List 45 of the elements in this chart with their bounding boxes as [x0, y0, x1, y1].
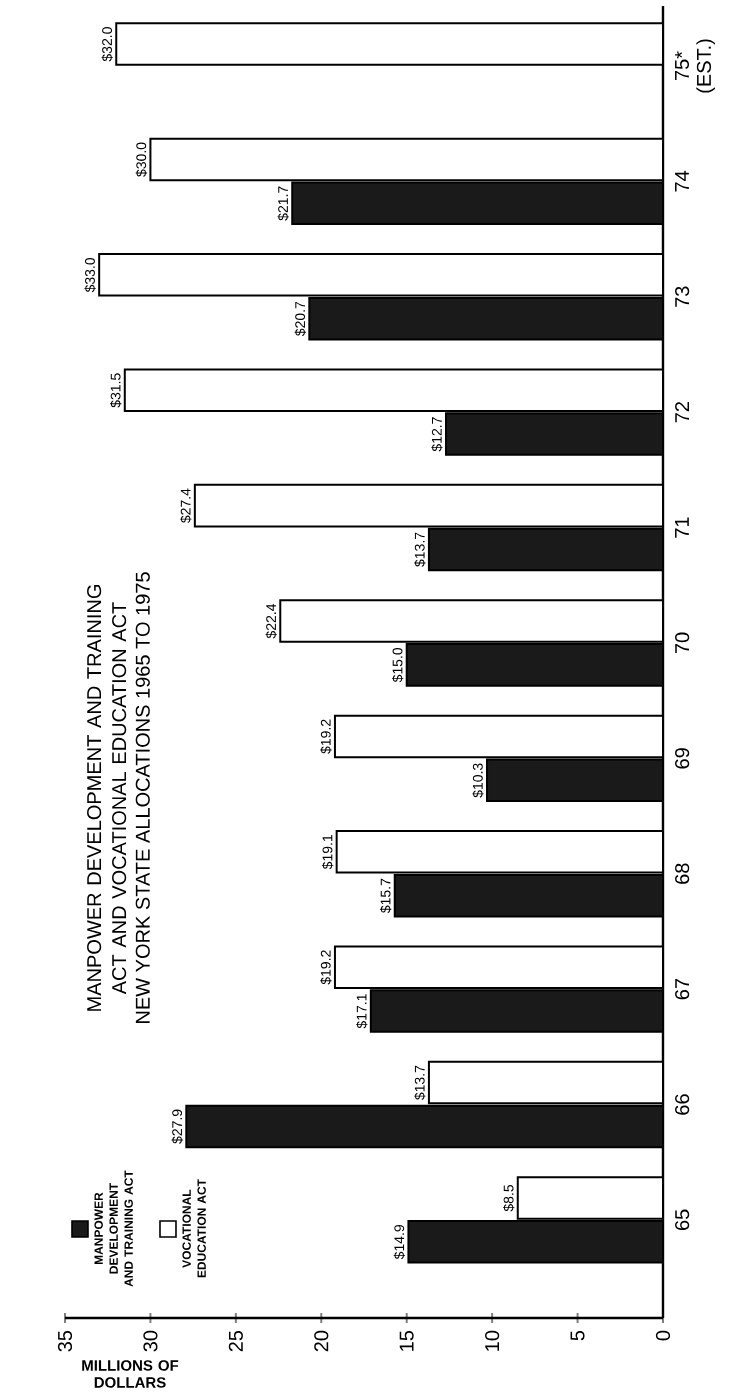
y-tick-label: 71: [675, 517, 689, 538]
legend-label: MANPOWER DEVELOPMENT AND TRAINING ACT: [94, 1170, 133, 1287]
data-label: $8.5: [503, 1184, 515, 1212]
y-tick-label: 66: [675, 1094, 690, 1115]
y-tick-label: 74: [675, 170, 689, 192]
data-label: $15.0: [391, 647, 404, 683]
data-label: $17.1: [356, 994, 368, 1029]
data-label: $30.0: [135, 142, 148, 177]
x-tick-label: 30: [143, 1330, 158, 1352]
data-label: $19.1: [321, 835, 334, 870]
data-label: $12.7: [431, 417, 443, 452]
y-tick-label: 73: [675, 286, 690, 307]
data-label: $19.2: [320, 719, 332, 754]
y-tick-label: 65: [675, 1209, 690, 1231]
data-label: $13.7: [414, 532, 426, 567]
data-label: $27.9: [171, 1109, 183, 1144]
y-tick-label: 75* (EST.): [675, 39, 715, 93]
data-label: $15.7: [380, 878, 392, 914]
data-label: $19.2: [320, 950, 332, 985]
x-tick-label: 10: [485, 1330, 500, 1351]
data-label: $21.7: [277, 186, 289, 221]
x-tick-label: 15: [399, 1330, 414, 1351]
x-tick-label: 20: [314, 1330, 329, 1352]
data-label: $14.9: [393, 1224, 406, 1260]
data-label: $10.3: [472, 763, 484, 798]
data-label: $32.0: [101, 27, 113, 62]
x-axis-title: MILLIONS OF DOLLARS: [82, 1360, 179, 1388]
x-tick-label: 25: [228, 1330, 243, 1352]
x-tick-label: 35: [57, 1330, 73, 1352]
legend-label: VOCATIONAL EDUCATION ACT: [182, 1179, 206, 1278]
y-tick-label: 72: [675, 402, 690, 423]
data-label: $31.5: [110, 373, 122, 408]
y-tick-label: 69: [675, 748, 690, 769]
y-tick-label: 70: [675, 632, 690, 654]
x-tick-label: 0: [655, 1330, 671, 1341]
x-tick-label: 5: [570, 1330, 585, 1341]
data-label: $22.4: [265, 603, 277, 639]
y-tick-label: 68: [675, 863, 690, 884]
data-label: $33.0: [84, 257, 96, 293]
data-label: $13.7: [414, 1065, 426, 1100]
text: MANPOWER DEVELOPMENT AND TRAINING ACT AND VOCATIONAL EDUCATION ACT: [87, 585, 127, 1011]
text: NEW YORK STATE ALLOCATIONS 1965 TO 1975: [135, 572, 150, 1023]
y-tick-label: 67: [675, 979, 690, 1000]
data-label: $20.7: [294, 301, 306, 337]
data-label: $27.4: [180, 488, 192, 523]
